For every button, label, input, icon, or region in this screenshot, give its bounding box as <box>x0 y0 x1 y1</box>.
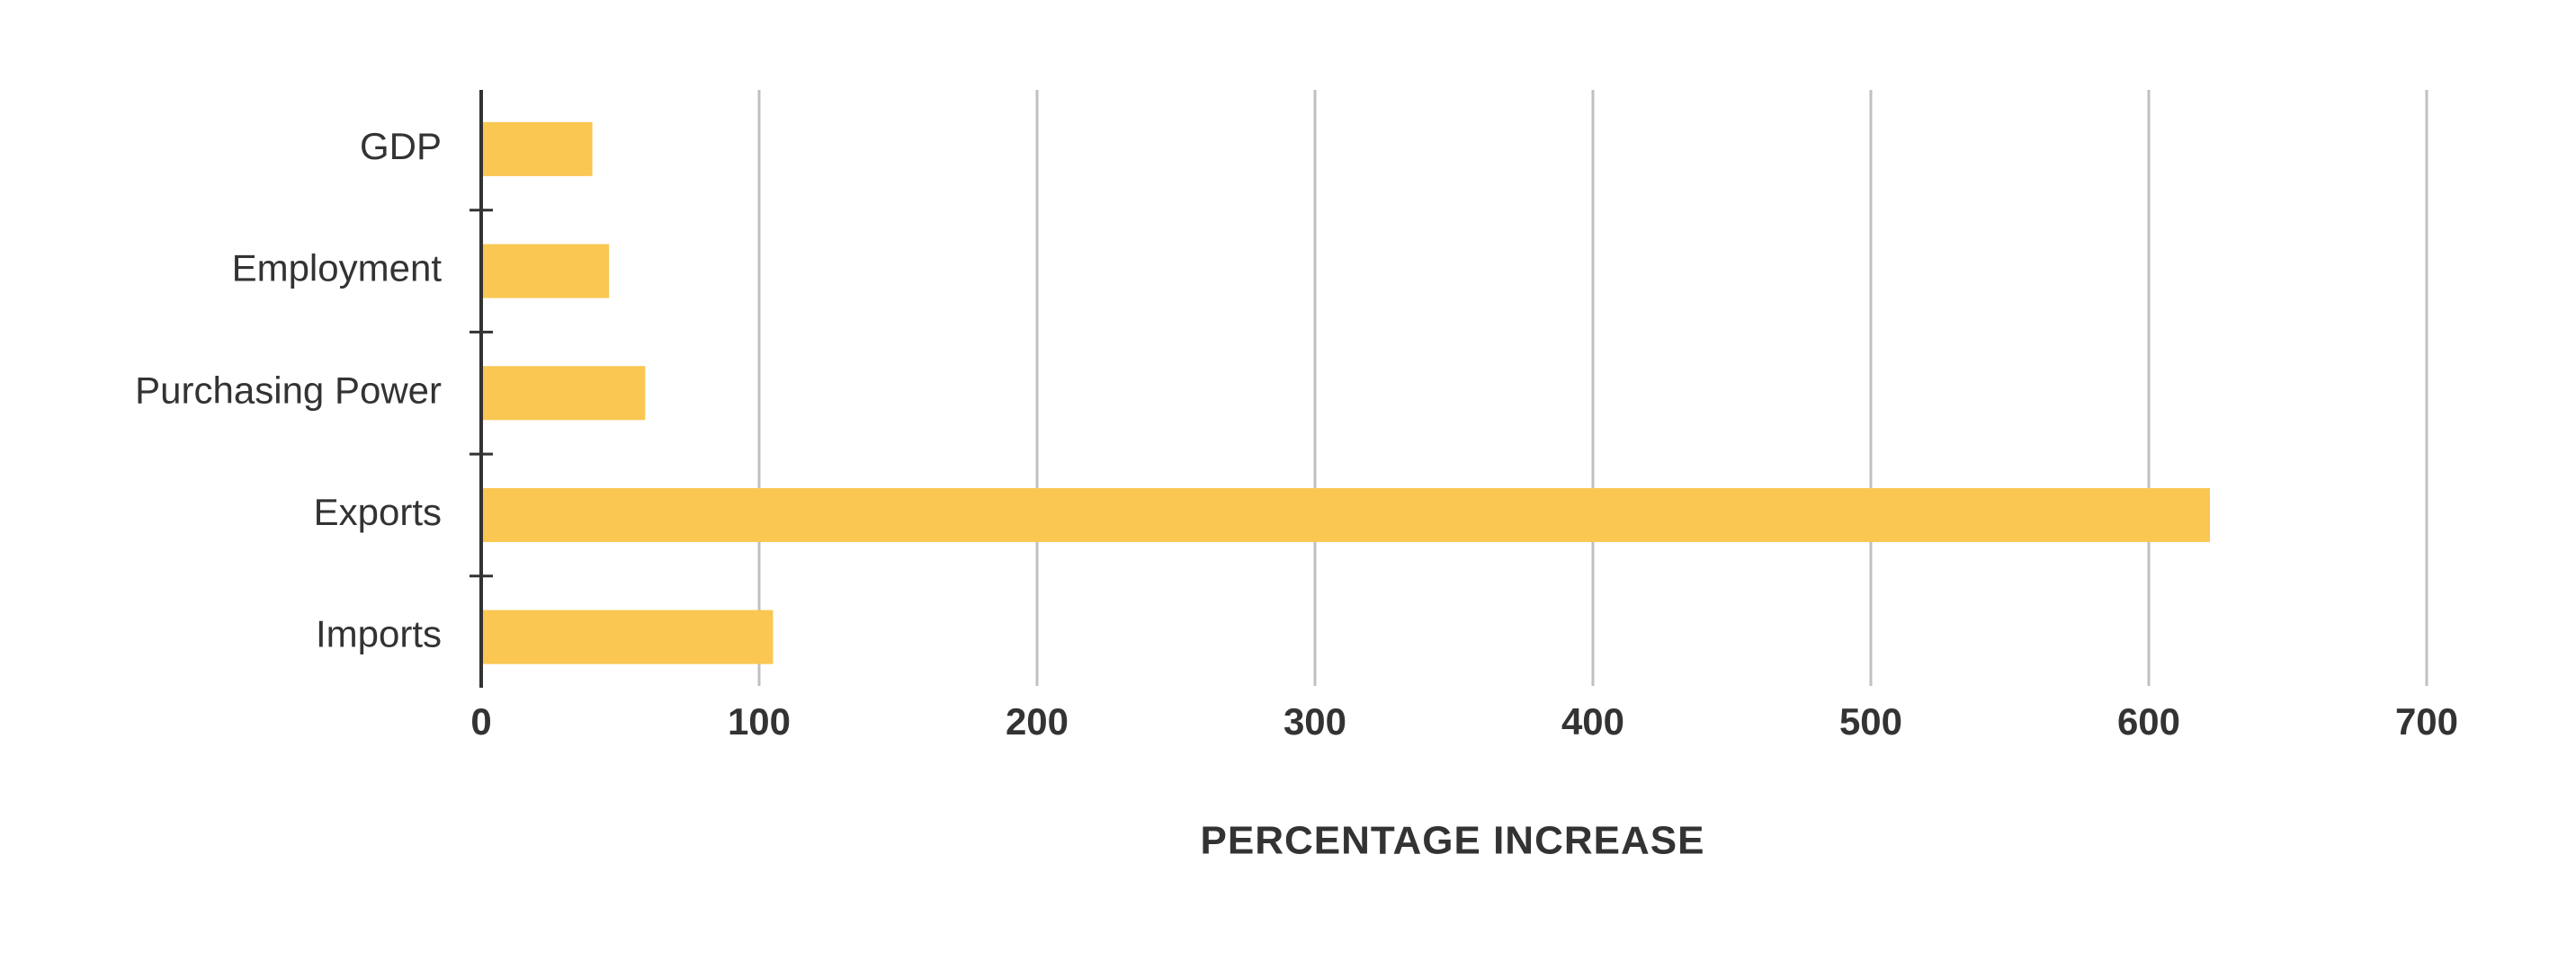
x-tick-label: 200 <box>1006 700 1069 743</box>
x-axis-title: PERCENTAGE INCREASE <box>1201 819 1705 863</box>
y-tick-label: GDP <box>360 125 442 167</box>
bar <box>481 610 774 664</box>
x-tick-label: 300 <box>1284 700 1346 743</box>
x-tick-label: 600 <box>2117 700 2180 743</box>
x-tick-label: 100 <box>728 700 791 743</box>
bar <box>481 121 593 176</box>
x-tick-label: 700 <box>2395 700 2458 743</box>
x-tick-label: 400 <box>1561 700 1624 743</box>
x-tick-label: 0 <box>470 700 491 743</box>
bar <box>481 366 646 421</box>
y-tick-label: Employment <box>232 247 443 289</box>
y-tick-label: Imports <box>316 613 442 655</box>
y-tick-label: Purchasing Power <box>135 369 442 411</box>
y-tick-label: Exports <box>314 491 442 533</box>
x-tick-label: 500 <box>1839 700 1902 743</box>
bar <box>481 244 610 298</box>
bar <box>481 487 2210 542</box>
